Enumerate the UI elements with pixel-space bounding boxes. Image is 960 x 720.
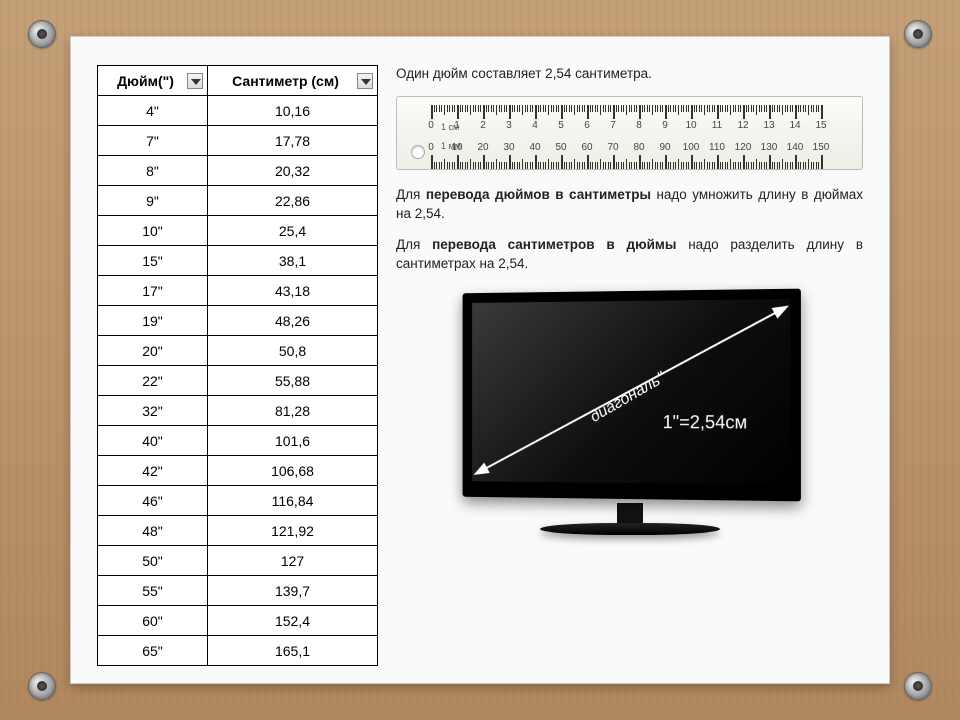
tv-illustration: диагональ" 1"=2,54см: [440, 285, 820, 535]
table-row: 8"20,32: [98, 156, 378, 186]
cell-cm: 127: [208, 546, 378, 576]
cell-inch: 19": [98, 306, 208, 336]
table-row: 10"25,4: [98, 216, 378, 246]
table-row: 9"22,86: [98, 186, 378, 216]
header-inch-label: Дюйм("): [117, 73, 174, 89]
table-row: 22"55,88: [98, 366, 378, 396]
content-card: Дюйм(") Сантиметр (см) 4"10,167"17,788"2…: [70, 36, 890, 684]
cell-cm: 20,32: [208, 156, 378, 186]
table-row: 7"17,78: [98, 126, 378, 156]
cell-inch: 8": [98, 156, 208, 186]
cell-cm: 55,88: [208, 366, 378, 396]
p2-prefix: Для: [396, 237, 432, 252]
table-row: 65"165,1: [98, 636, 378, 666]
cell-cm: 152,4: [208, 606, 378, 636]
ruler-unit-mm: 1 мм: [441, 140, 461, 153]
p1-prefix: Для: [396, 187, 426, 202]
table-header-inch[interactable]: Дюйм("): [98, 66, 208, 96]
cell-cm: 17,78: [208, 126, 378, 156]
table-row: 20"50,8: [98, 336, 378, 366]
cell-cm: 48,26: [208, 306, 378, 336]
cell-inch: 60": [98, 606, 208, 636]
table-row: 32"81,28: [98, 396, 378, 426]
ruler-graphic: 0123456789101112131415 01020304050607080…: [396, 96, 863, 170]
ruler-hole-icon: [411, 145, 425, 159]
cell-inch: 50": [98, 546, 208, 576]
table-row: 40"101,6: [98, 426, 378, 456]
cell-inch: 55": [98, 576, 208, 606]
cell-cm: 116,84: [208, 486, 378, 516]
cell-inch: 4": [98, 96, 208, 126]
cell-cm: 10,16: [208, 96, 378, 126]
cell-cm: 50,8: [208, 336, 378, 366]
cell-inch: 10": [98, 216, 208, 246]
table-row: 15"38,1: [98, 246, 378, 276]
cell-cm: 81,28: [208, 396, 378, 426]
cell-inch: 9": [98, 186, 208, 216]
cell-cm: 25,4: [208, 216, 378, 246]
table-row: 4"10,16: [98, 96, 378, 126]
table-row: 42"106,68: [98, 456, 378, 486]
filter-dropdown-icon[interactable]: [357, 73, 373, 89]
cell-cm: 121,92: [208, 516, 378, 546]
filter-dropdown-icon[interactable]: [187, 73, 203, 89]
cell-cm: 22,86: [208, 186, 378, 216]
cell-inch: 42": [98, 456, 208, 486]
ruler-unit-cm: 1 см: [441, 121, 459, 134]
cell-inch: 46": [98, 486, 208, 516]
table-row: 60"152,4: [98, 606, 378, 636]
cell-inch: 17": [98, 276, 208, 306]
p1-bold: перевода дюймов в сантиметры: [426, 187, 651, 202]
table-row: 19"48,26: [98, 306, 378, 336]
screw-icon: [904, 20, 932, 48]
right-panel: Один дюйм составляет 2,54 сантиметра. 01…: [396, 65, 863, 655]
cell-cm: 165,1: [208, 636, 378, 666]
cell-inch: 15": [98, 246, 208, 276]
table-row: 17"43,18: [98, 276, 378, 306]
table-row: 55"139,7: [98, 576, 378, 606]
header-cm-label: Сантиметр (см): [232, 73, 339, 89]
cell-cm: 101,6: [208, 426, 378, 456]
table-row: 48"121,92: [98, 516, 378, 546]
cell-inch: 65": [98, 636, 208, 666]
cell-cm: 139,7: [208, 576, 378, 606]
intro-text: Один дюйм составляет 2,54 сантиметра.: [396, 65, 863, 84]
paragraph-inch-to-cm: Для перевода дюймов в сантиметры надо ум…: [396, 186, 863, 224]
screw-icon: [28, 672, 56, 700]
screw-icon: [28, 20, 56, 48]
cell-cm: 38,1: [208, 246, 378, 276]
conversion-table: Дюйм(") Сантиметр (см) 4"10,167"17,788"2…: [97, 65, 378, 666]
cell-inch: 20": [98, 336, 208, 366]
table-header-cm[interactable]: Сантиметр (см): [208, 66, 378, 96]
screw-icon: [904, 672, 932, 700]
table-row: 50"127: [98, 546, 378, 576]
cell-inch: 40": [98, 426, 208, 456]
table-body: 4"10,167"17,788"20,329"22,8610"25,415"38…: [98, 96, 378, 666]
p2-bold: перевода сантиметров в дюймы: [432, 237, 676, 252]
cell-inch: 22": [98, 366, 208, 396]
cell-cm: 106,68: [208, 456, 378, 486]
cell-cm: 43,18: [208, 276, 378, 306]
inch-equation: 1"=2,54см: [662, 410, 747, 436]
cell-inch: 48": [98, 516, 208, 546]
cell-inch: 7": [98, 126, 208, 156]
cell-inch: 32": [98, 396, 208, 426]
table-row: 46"116,84: [98, 486, 378, 516]
paragraph-cm-to-inch: Для перевода сантиметров в дюймы надо ра…: [396, 236, 863, 274]
